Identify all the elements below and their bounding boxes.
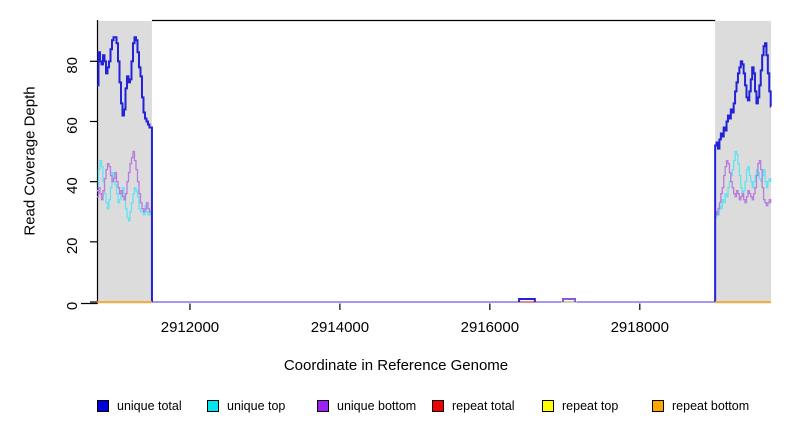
y-axis-title: Read Coverage Depth — [21, 86, 39, 236]
legend-swatch-icon — [542, 400, 554, 412]
legend-item-unique-bottom: unique bottom — [317, 398, 416, 414]
legend-swatch-icon — [207, 400, 219, 412]
y-tick-label: 0 — [64, 302, 81, 310]
x-tick-label: 2914000 — [311, 319, 369, 336]
legend-label: unique total — [117, 399, 182, 413]
legend-item-unique-total: unique total — [97, 398, 182, 414]
legend-label: unique top — [227, 399, 286, 413]
series-unique-top — [97, 159, 153, 302]
series-unique-bottom-bump — [562, 298, 576, 302]
series-unique-total — [97, 36, 153, 302]
legend-label: repeat bottom — [672, 399, 750, 413]
legend-label: repeat top — [562, 399, 619, 413]
legend-swatch-icon — [317, 400, 329, 412]
y-tick-label: 60 — [64, 117, 81, 134]
x-tick-label: 2916000 — [461, 319, 519, 336]
series-unique-bottom — [714, 159, 772, 302]
x-tick-label: 2918000 — [611, 319, 669, 336]
x-tick-label: 2912000 — [161, 319, 219, 336]
y-tick-label: 20 — [64, 237, 81, 254]
legend-label: repeat total — [452, 399, 515, 413]
legend-item-unique-top: unique top — [207, 398, 285, 414]
series-unique-total — [714, 42, 772, 302]
legend-swatch-icon — [432, 400, 444, 412]
series-unique-total — [518, 297, 536, 302]
y-tick-label: 40 — [64, 177, 81, 194]
legend-item-repeat-bottom: repeat bottom — [652, 398, 749, 414]
legend-swatch-icon — [97, 400, 109, 412]
plot-svg: 2912000 2914000 2916000 2918000 0 20 40 60 80 — [64, 19, 772, 336]
legend-item-repeat-total: repeat total — [432, 398, 515, 414]
legend-item-repeat-top: repeat top — [542, 398, 618, 414]
legend: unique total unique top unique bottom repea… — [0, 398, 792, 418]
legend-swatch-icon — [652, 400, 664, 412]
series-unique-bottom — [97, 150, 153, 302]
y-tick-label: 80 — [64, 57, 81, 74]
legend-label: unique bottom — [337, 399, 417, 413]
x-axis-title: Coordinate in Reference Genome — [283, 357, 509, 374]
